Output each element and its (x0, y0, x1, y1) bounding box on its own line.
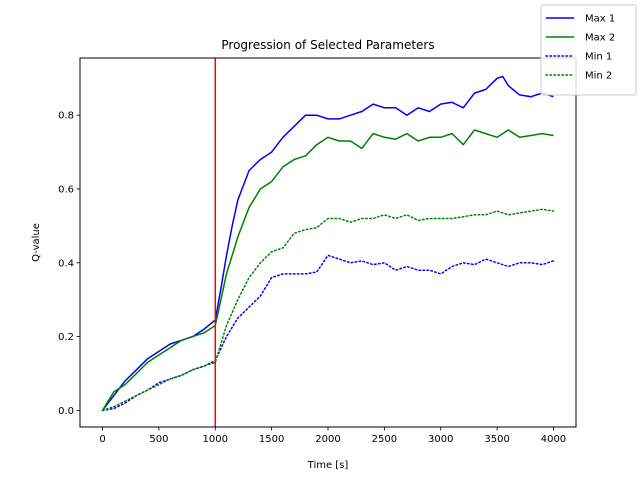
y-tick-label: 0.2 (58, 332, 74, 343)
legend-label: Max 1 (585, 14, 615, 25)
y-axis-label: Q-value (31, 223, 42, 262)
x-tick-label: 4000 (541, 434, 566, 445)
x-tick-label: 3000 (428, 434, 453, 445)
series-line-3 (101, 254, 555, 412)
legend: Max 1 Max 2 Min 1 Min 2 (540, 4, 637, 96)
y-tick-label: 0.0 (58, 406, 74, 417)
legend-label: Max 2 (585, 33, 615, 44)
chart-title: Progression of Selected Parameters (221, 38, 434, 52)
x-tick-label: 0 (99, 434, 105, 445)
plot-frame (79, 57, 577, 428)
series-line-2 (101, 129, 554, 411)
y-tick-label: 0.6 (58, 184, 74, 195)
series-line-1 (101, 75, 554, 411)
x-tick-label: 1000 (203, 434, 228, 445)
x-axis-label: Time [s] (307, 460, 349, 471)
y-axis: 0.0 0.2 0.4 0.6 0.8 (58, 111, 80, 417)
legend-label: Min 2 (585, 71, 612, 82)
y-tick-label: 0.4 (58, 258, 74, 269)
x-tick-label: 2000 (315, 434, 340, 445)
x-tick-label: 1500 (259, 434, 284, 445)
x-tick-label: 2500 (372, 434, 397, 445)
x-axis: 0 500 1000 1500 2000 2500 3000 3500 4000 (99, 427, 566, 445)
legend-label: Min 1 (585, 52, 612, 63)
y-tick-label: 0.8 (58, 111, 74, 122)
plot-area (101, 58, 555, 427)
x-tick-label: 500 (149, 434, 168, 445)
legend-box (540, 4, 637, 96)
series-line-4 (101, 208, 555, 412)
x-tick-label: 3500 (484, 434, 509, 445)
